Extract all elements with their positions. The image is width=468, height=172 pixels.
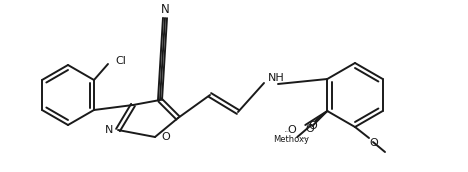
Text: Methyl: Methyl	[285, 130, 290, 132]
Text: O: O	[161, 132, 170, 142]
Text: O: O	[370, 138, 378, 148]
Text: O: O	[287, 125, 296, 135]
Text: N: N	[105, 125, 113, 135]
Text: Methoxy: Methoxy	[273, 135, 309, 143]
Text: O: O	[305, 124, 314, 134]
Text: Cl: Cl	[115, 56, 126, 66]
Text: Methoxy: Methoxy	[303, 138, 309, 139]
Text: NH: NH	[268, 73, 285, 83]
Text: N: N	[161, 3, 169, 15]
Text: O: O	[308, 121, 317, 131]
